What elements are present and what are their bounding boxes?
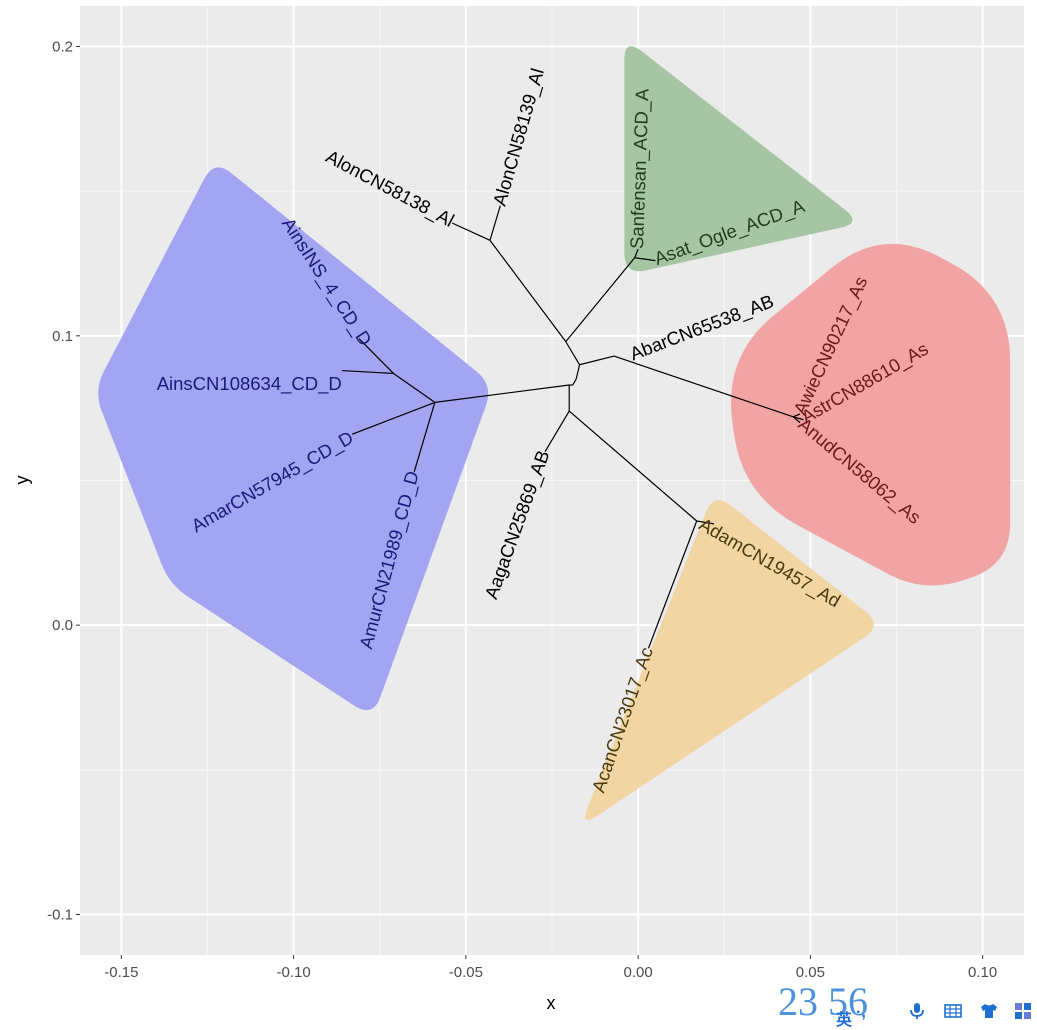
tree-branch (351, 401, 436, 435)
x-tick-label: -0.10 (277, 964, 311, 981)
tree-branch (341, 369, 394, 375)
group-hull-as (731, 243, 1011, 586)
tree-edges (341, 205, 804, 649)
tree-branch (393, 372, 436, 403)
x-tick-label: 0.10 (968, 964, 997, 981)
y-tick-label: 0.1 (52, 328, 73, 345)
microphone-icon[interactable] (908, 1002, 926, 1020)
ime-clock: 23 56 (778, 979, 868, 1024)
group-hull-ad-ac (585, 500, 874, 821)
y-tick-label: -0.1 (47, 906, 73, 923)
tree-branch (579, 355, 615, 366)
tree-branch (572, 378, 577, 386)
tree-branch (565, 257, 636, 343)
tree-branch (544, 410, 570, 452)
x-tick-label: 0.00 (624, 964, 653, 981)
group-hull-a (624, 46, 853, 272)
tree-branch (565, 341, 581, 366)
tree-branch (575, 364, 581, 380)
tree-branch (696, 520, 715, 525)
skin-shirt-icon[interactable] (980, 1002, 998, 1020)
y-axis-title: y (12, 476, 32, 485)
tip-label-ainscn108634-cd-d: AinsCN108634_CD_D (157, 373, 342, 395)
ime-language-toggle[interactable]: 英 (836, 1012, 853, 1029)
group-hull-d (98, 167, 489, 711)
keyboard-icon[interactable] (944, 1002, 962, 1020)
x-axis: -0.15 -0.10 -0.05 0.00 0.05 0.10 (104, 955, 997, 981)
y-axis: -0.1 0.0 0.1 0.2 (47, 39, 80, 923)
ime-punctuation-toggle[interactable]: ·, (856, 1004, 866, 1021)
tree-branch (792, 413, 801, 418)
group-hulls (98, 46, 1011, 821)
x-tick-label: -0.05 (449, 964, 483, 981)
tree-branch (634, 257, 656, 262)
x-tick-label: -0.15 (104, 964, 138, 981)
tree-branch (489, 239, 567, 342)
toolbox-grid-icon[interactable] (1014, 1002, 1032, 1020)
ime-toolbar: 23 56 英 ·, (776, 979, 1037, 1029)
tree-branch (358, 338, 394, 374)
tree-branch (434, 384, 570, 403)
x-tick-label: 0.05 (796, 964, 825, 981)
y-tick-label: 0.0 (52, 617, 73, 634)
tree-branch (792, 416, 801, 424)
tree-branch (793, 416, 804, 421)
tree-branch (451, 222, 491, 241)
tree-branch (613, 355, 794, 418)
tree-branch (413, 402, 436, 472)
tree-branch (634, 248, 639, 258)
y-tick-label: 0.2 (52, 39, 73, 56)
x-axis-title: x (547, 993, 556, 1013)
tree-branch (647, 520, 698, 649)
tree-branch (489, 205, 501, 241)
tree-branch (568, 410, 698, 522)
